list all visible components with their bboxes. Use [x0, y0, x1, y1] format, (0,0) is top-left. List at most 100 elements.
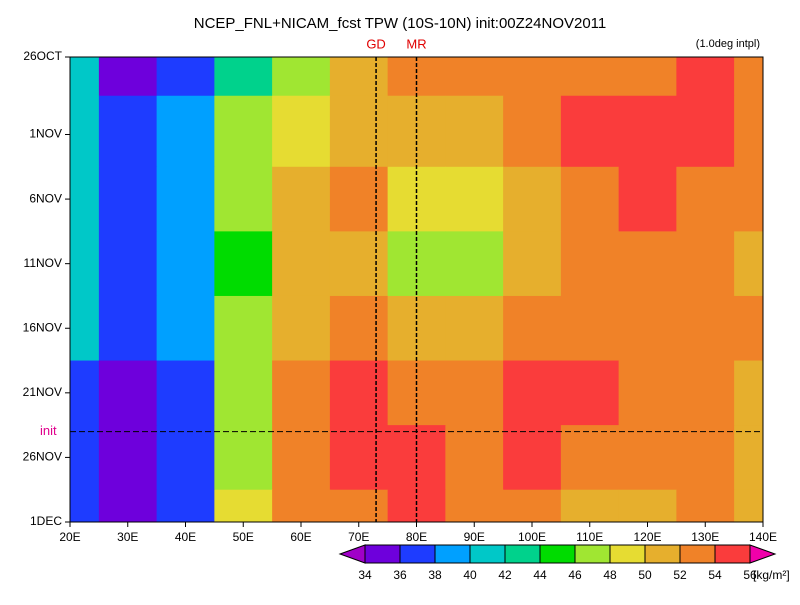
heat-cell [156, 425, 215, 491]
heat-cell [98, 489, 158, 523]
heat-cell [503, 295, 562, 362]
x-tick-label: 70E [348, 530, 369, 544]
heat-cell [70, 231, 100, 297]
heat-cell [329, 489, 389, 523]
x-tick-label: 40E [175, 530, 196, 544]
heat-cell [70, 166, 100, 232]
heat-cell [734, 231, 764, 297]
x-tick-label: 60E [290, 530, 311, 544]
heat-cell [214, 57, 273, 97]
heat-cell [676, 231, 735, 297]
heat-cell [98, 57, 158, 97]
y-tick-label: 21NOV [23, 385, 62, 399]
heat-cell [156, 295, 215, 362]
heat-cell [272, 231, 331, 297]
heat-cell [445, 489, 504, 523]
heat-cell [329, 166, 389, 232]
colorbar-label: 52 [673, 568, 687, 582]
heat-cell [214, 95, 273, 168]
heat-cell [734, 360, 764, 426]
heat-cell [98, 95, 158, 168]
heat-cell [214, 295, 273, 362]
x-tick-label: 50E [233, 530, 254, 544]
heat-cell [618, 95, 677, 168]
heat-cell [676, 166, 735, 232]
heat-cell [503, 95, 562, 168]
colorbar-swatch [609, 544, 646, 564]
x-tick-label: 80E [406, 530, 427, 544]
heat-cell [214, 360, 273, 426]
heat-cell [734, 295, 764, 362]
heat-cell [70, 95, 100, 168]
heat-cell [560, 231, 620, 297]
heat-cell [445, 95, 504, 168]
heat-cell [387, 489, 446, 523]
heat-cell [734, 489, 764, 523]
heat-cell [329, 425, 389, 491]
heat-cell [70, 360, 100, 426]
colorbar-label: 44 [533, 568, 547, 582]
x-tick-label: 120E [633, 530, 661, 544]
colorbar-swatch [399, 544, 436, 564]
heat-cell [70, 425, 100, 491]
x-tick-label: 20E [59, 530, 80, 544]
heat-cell [272, 425, 331, 491]
heat-cell [272, 57, 331, 97]
colorbar-swatch [504, 544, 541, 564]
heat-cell [156, 57, 215, 97]
heat-cell [676, 295, 735, 362]
heat-cell [70, 489, 100, 523]
heat-cell [445, 57, 504, 97]
heat-cell [445, 425, 504, 491]
heat-cell [329, 57, 389, 97]
heat-cell [618, 57, 677, 97]
colorbar-label: 50 [638, 568, 652, 582]
heat-cell [214, 425, 273, 491]
heat-cell [503, 57, 562, 97]
heat-cell [503, 166, 562, 232]
heat-cell [560, 425, 620, 491]
heat-cell [445, 360, 504, 426]
heat-cell [329, 231, 389, 297]
y-tick-label: 26OCT [23, 49, 62, 63]
x-tick-label: 130E [691, 530, 719, 544]
heat-cell [734, 57, 764, 97]
colorbar-unit: [kg/m²] [753, 568, 790, 582]
heat-cell [503, 425, 562, 491]
heat-cell [618, 425, 677, 491]
heat-cell [618, 489, 677, 523]
heat-cell [734, 425, 764, 491]
colorbar-swatch [574, 544, 611, 564]
init-label: init [40, 423, 57, 438]
heat-cell [272, 489, 331, 523]
heat-cell [98, 231, 158, 297]
heat-cell [618, 360, 677, 426]
heat-cell [156, 231, 215, 297]
heat-cell [329, 295, 389, 362]
heat-cell [676, 360, 735, 426]
colorbar-swatch [539, 544, 576, 564]
colorbar-label: 42 [498, 568, 512, 582]
heat-cell [156, 489, 215, 523]
colorbar-label: 40 [463, 568, 477, 582]
heat-cell [272, 360, 331, 426]
heat-cell [98, 425, 158, 491]
colorbar-swatch [679, 544, 716, 564]
colorbar-arrow [749, 544, 777, 564]
y-tick-label: 1DEC [30, 514, 62, 528]
colorbar-label: 48 [603, 568, 617, 582]
x-tick-label: 100E [518, 530, 546, 544]
colorbar-label: 38 [428, 568, 442, 582]
heat-cell [560, 57, 620, 97]
colorbar-label: 56 [743, 568, 757, 582]
y-tick-label: 1NOV [29, 127, 62, 141]
heat-cell [272, 95, 331, 168]
heat-cell [214, 166, 273, 232]
heat-cell [98, 295, 158, 362]
heat-cell [98, 360, 158, 426]
heat-cell [676, 489, 735, 523]
heat-cell [70, 57, 100, 97]
heat-cell [618, 231, 677, 297]
heat-cell [560, 166, 620, 232]
y-tick-label: 6NOV [29, 191, 62, 205]
